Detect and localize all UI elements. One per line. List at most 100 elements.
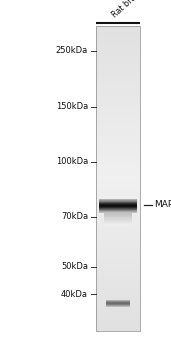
Bar bbox=[96, 327, 140, 331]
Bar bbox=[96, 114, 140, 118]
Bar bbox=[96, 136, 140, 140]
Text: 150kDa: 150kDa bbox=[56, 103, 88, 111]
Bar bbox=[99, 204, 137, 205]
Bar bbox=[96, 160, 140, 163]
Bar bbox=[96, 316, 140, 319]
Bar bbox=[96, 106, 140, 110]
Bar bbox=[96, 79, 140, 83]
Bar bbox=[99, 203, 137, 204]
Bar bbox=[96, 30, 140, 34]
Bar bbox=[96, 293, 140, 296]
Bar bbox=[96, 175, 140, 178]
Bar bbox=[96, 278, 140, 281]
Bar bbox=[104, 213, 132, 214]
Bar bbox=[96, 194, 140, 197]
Bar bbox=[96, 308, 140, 312]
Bar bbox=[99, 206, 137, 207]
Bar bbox=[96, 26, 140, 30]
Bar bbox=[96, 201, 140, 205]
Bar bbox=[96, 121, 140, 125]
Bar bbox=[96, 209, 140, 213]
Bar bbox=[96, 289, 140, 293]
Bar bbox=[96, 281, 140, 285]
Bar bbox=[96, 182, 140, 186]
Bar bbox=[96, 171, 140, 175]
Bar bbox=[96, 163, 140, 167]
Bar bbox=[96, 236, 140, 239]
Bar bbox=[96, 87, 140, 91]
Bar bbox=[99, 207, 137, 208]
Text: Rat brain: Rat brain bbox=[110, 0, 144, 19]
Bar bbox=[104, 221, 132, 222]
Bar bbox=[104, 220, 132, 221]
Bar bbox=[96, 319, 140, 323]
Bar bbox=[99, 212, 137, 213]
Bar bbox=[96, 304, 140, 308]
Bar bbox=[96, 205, 140, 209]
Bar bbox=[104, 218, 132, 219]
Bar bbox=[104, 223, 132, 224]
Bar bbox=[99, 199, 137, 200]
Bar bbox=[96, 140, 140, 144]
Bar bbox=[96, 213, 140, 217]
Text: 100kDa: 100kDa bbox=[56, 157, 88, 166]
Text: 50kDa: 50kDa bbox=[61, 262, 88, 271]
Bar bbox=[96, 217, 140, 220]
Bar bbox=[96, 266, 140, 270]
Bar bbox=[96, 152, 140, 156]
Bar bbox=[104, 216, 132, 217]
Text: MAP2: MAP2 bbox=[154, 200, 171, 209]
Bar bbox=[96, 99, 140, 102]
Bar bbox=[96, 49, 140, 53]
Bar bbox=[96, 34, 140, 38]
Bar bbox=[96, 190, 140, 194]
Bar bbox=[99, 205, 137, 206]
Bar bbox=[96, 285, 140, 289]
Bar bbox=[96, 64, 140, 68]
Bar bbox=[96, 83, 140, 87]
Bar bbox=[96, 243, 140, 247]
Bar bbox=[96, 274, 140, 278]
Bar bbox=[96, 57, 140, 61]
Bar bbox=[96, 95, 140, 99]
Text: 250kDa: 250kDa bbox=[56, 46, 88, 55]
Bar bbox=[104, 214, 132, 215]
Bar bbox=[96, 239, 140, 243]
Bar bbox=[96, 125, 140, 129]
Bar bbox=[96, 102, 140, 106]
Bar bbox=[96, 220, 140, 224]
Bar bbox=[96, 232, 140, 236]
Bar bbox=[96, 312, 140, 316]
Bar bbox=[96, 251, 140, 255]
Bar bbox=[96, 296, 140, 300]
Bar bbox=[96, 262, 140, 266]
Bar bbox=[96, 270, 140, 274]
Bar bbox=[96, 72, 140, 76]
Bar bbox=[96, 41, 140, 45]
Bar bbox=[96, 91, 140, 95]
Bar bbox=[96, 133, 140, 136]
Text: 70kDa: 70kDa bbox=[61, 212, 88, 221]
Bar bbox=[96, 38, 140, 41]
Bar bbox=[96, 53, 140, 57]
Bar bbox=[99, 209, 137, 210]
Bar bbox=[96, 118, 140, 121]
Bar bbox=[99, 211, 137, 212]
Bar bbox=[96, 258, 140, 262]
Bar bbox=[104, 219, 132, 220]
Bar bbox=[96, 61, 140, 64]
Bar bbox=[99, 200, 137, 201]
Bar bbox=[96, 110, 140, 114]
Bar bbox=[96, 148, 140, 152]
Bar bbox=[96, 68, 140, 72]
Bar bbox=[96, 167, 140, 171]
Bar bbox=[96, 255, 140, 258]
Bar bbox=[96, 247, 140, 251]
Bar bbox=[99, 198, 137, 199]
Bar bbox=[99, 202, 137, 203]
Bar bbox=[96, 76, 140, 79]
Bar bbox=[96, 224, 140, 228]
Bar bbox=[96, 129, 140, 133]
Bar bbox=[96, 26, 140, 331]
Bar bbox=[99, 210, 137, 211]
